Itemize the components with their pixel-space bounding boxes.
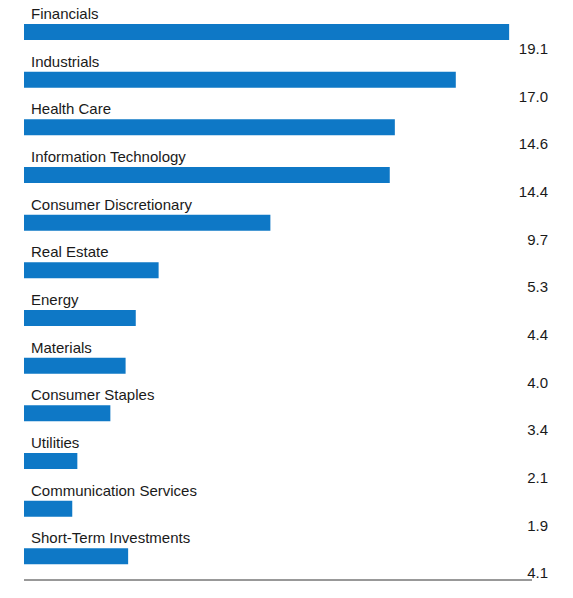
svg-text:3.4: 3.4 bbox=[527, 421, 548, 438]
svg-text:Industrials: Industrials bbox=[31, 53, 99, 70]
svg-text:14.6: 14.6 bbox=[519, 135, 548, 152]
svg-text:Materials: Materials bbox=[31, 339, 92, 356]
svg-text:Real Estate: Real Estate bbox=[31, 243, 109, 260]
svg-text:Consumer Staples: Consumer Staples bbox=[31, 386, 154, 403]
svg-text:17.0: 17.0 bbox=[519, 88, 548, 105]
svg-text:Consumer Discretionary: Consumer Discretionary bbox=[31, 196, 192, 213]
svg-text:Short-Term Investments: Short-Term Investments bbox=[31, 529, 190, 546]
svg-text:Utilities: Utilities bbox=[31, 434, 79, 451]
svg-text:Information Technology: Information Technology bbox=[31, 148, 186, 165]
svg-text:14.4: 14.4 bbox=[519, 183, 548, 200]
svg-text:4.0: 4.0 bbox=[527, 374, 548, 391]
svg-text:9.7: 9.7 bbox=[527, 231, 548, 248]
svg-text:1.9: 1.9 bbox=[527, 517, 548, 534]
svg-text:4.1: 4.1 bbox=[527, 564, 548, 581]
svg-text:4.4: 4.4 bbox=[527, 326, 548, 343]
svg-text:Financials: Financials bbox=[31, 8, 99, 22]
svg-text:19.1: 19.1 bbox=[519, 40, 548, 57]
svg-text:Communication Services: Communication Services bbox=[31, 482, 197, 499]
svg-text:2.1: 2.1 bbox=[527, 469, 548, 486]
svg-text:Health Care: Health Care bbox=[31, 100, 111, 117]
svg-text:Energy: Energy bbox=[31, 291, 79, 308]
svg-text:5.3: 5.3 bbox=[527, 278, 548, 295]
